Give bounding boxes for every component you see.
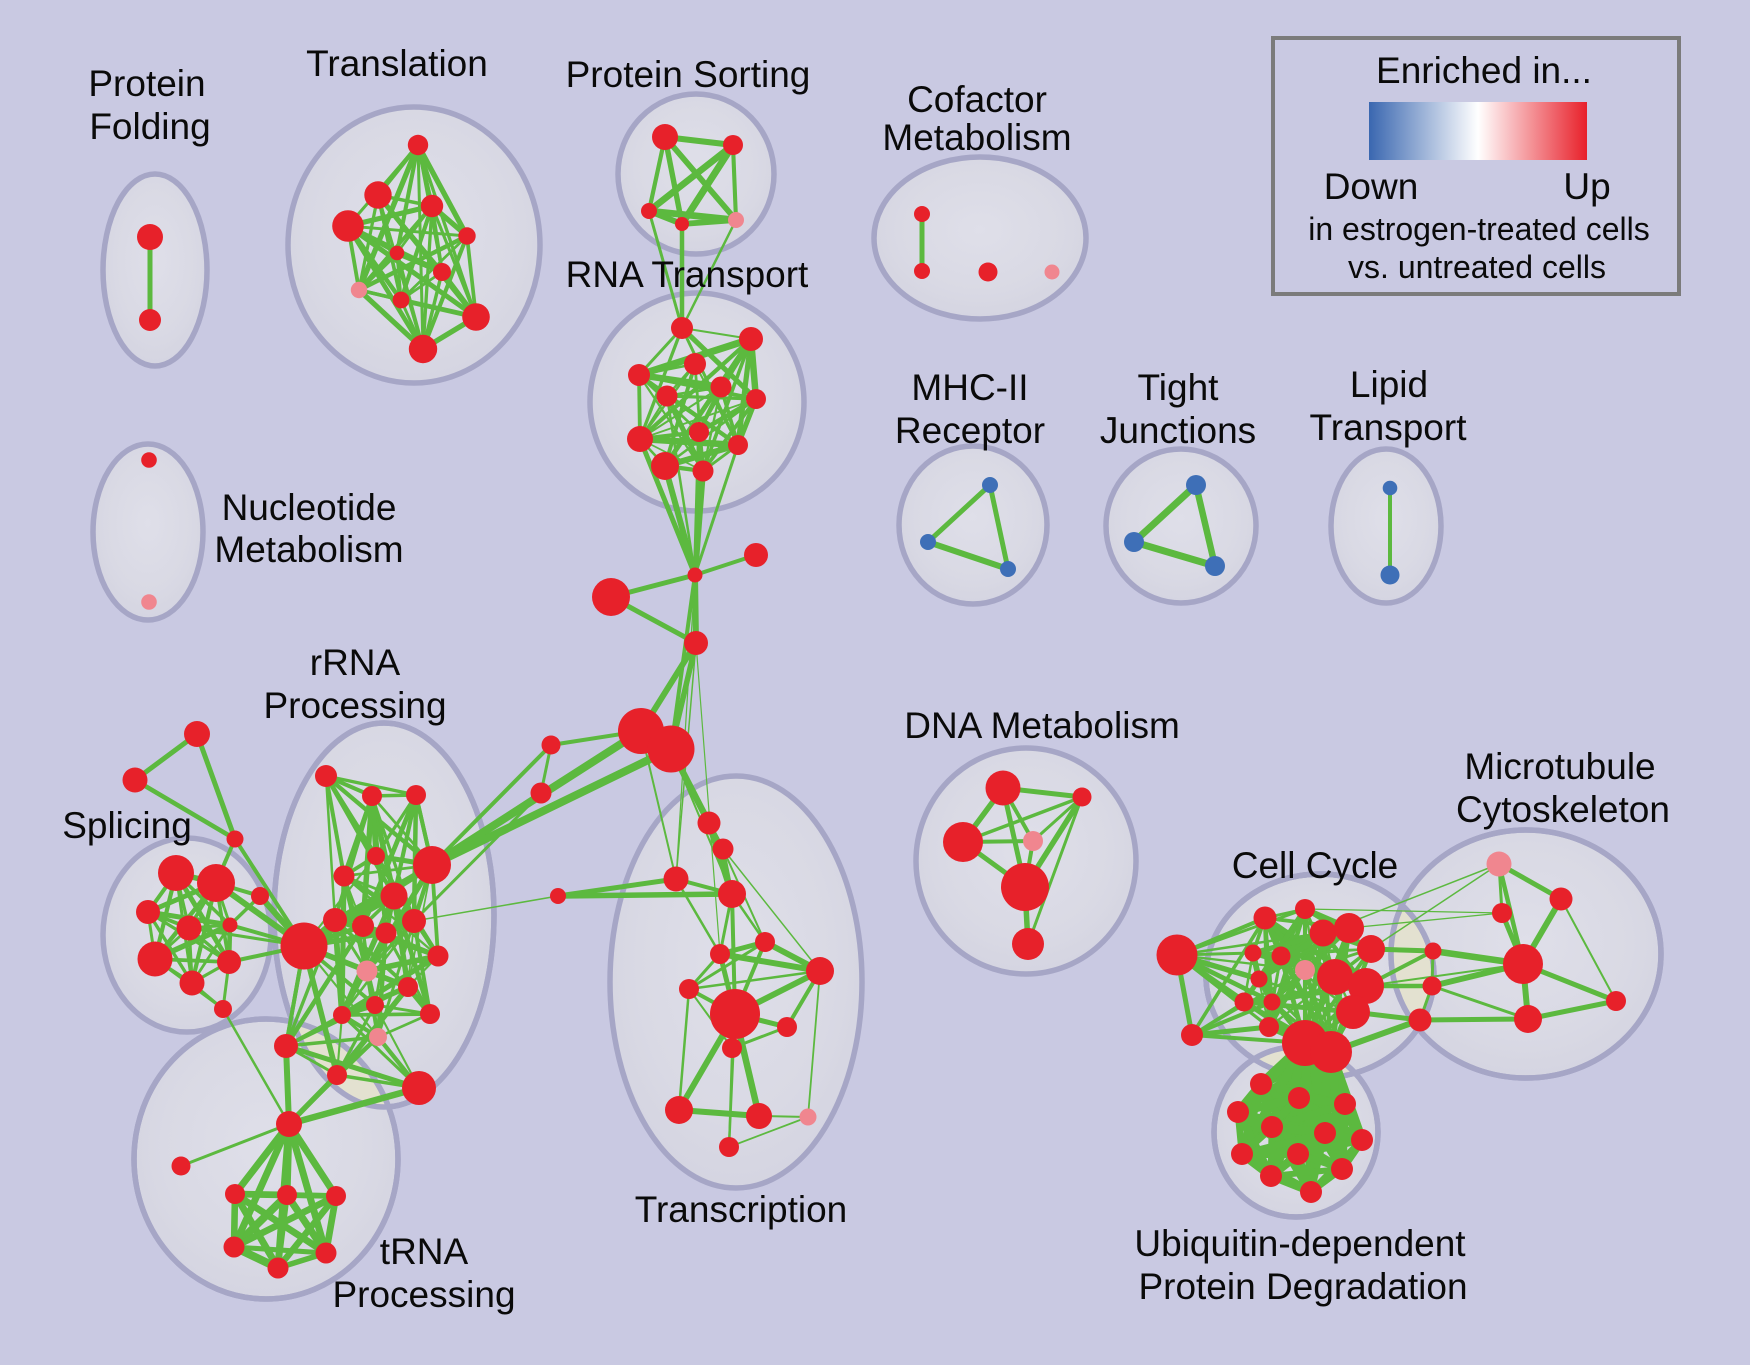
- svg-text:Tight: Tight: [1138, 367, 1220, 408]
- svg-text:tRNA: tRNA: [380, 1231, 469, 1272]
- svg-text:Protein: Protein: [88, 63, 205, 104]
- svg-text:in estrogen-treated cells: in estrogen-treated cells: [1308, 211, 1650, 247]
- svg-text:Processing: Processing: [332, 1274, 515, 1315]
- svg-text:Nucleotide: Nucleotide: [222, 487, 397, 528]
- svg-text:MHC-II: MHC-II: [911, 367, 1028, 408]
- svg-text:Metabolism: Metabolism: [214, 529, 403, 570]
- svg-text:Protein Sorting: Protein Sorting: [566, 54, 811, 95]
- svg-text:Enriched in...: Enriched in...: [1376, 50, 1592, 91]
- svg-text:Transport: Transport: [1310, 407, 1468, 448]
- svg-text:Lipid: Lipid: [1350, 364, 1428, 405]
- svg-text:Transcription: Transcription: [635, 1189, 847, 1230]
- svg-text:rRNA: rRNA: [310, 642, 401, 683]
- svg-text:Splicing: Splicing: [62, 805, 192, 846]
- svg-text:Up: Up: [1563, 166, 1610, 207]
- svg-text:Cell Cycle: Cell Cycle: [1232, 845, 1399, 886]
- svg-text:RNA Transport: RNA Transport: [566, 254, 809, 295]
- svg-text:Microtubule: Microtubule: [1464, 746, 1655, 787]
- svg-text:Cofactor: Cofactor: [907, 79, 1047, 120]
- svg-text:Translation: Translation: [306, 43, 488, 84]
- svg-text:Down: Down: [1324, 166, 1419, 207]
- svg-text:Cytoskeleton: Cytoskeleton: [1456, 789, 1670, 830]
- svg-text:Processing: Processing: [263, 685, 446, 726]
- svg-text:vs. untreated cells: vs. untreated cells: [1348, 249, 1606, 285]
- svg-text:Metabolism: Metabolism: [882, 117, 1071, 158]
- svg-text:Junctions: Junctions: [1100, 410, 1256, 451]
- svg-text:Folding: Folding: [89, 106, 210, 147]
- svg-text:Receptor: Receptor: [895, 410, 1045, 451]
- svg-text:Protein Degradation: Protein Degradation: [1138, 1266, 1467, 1307]
- svg-text:Ubiquitin-dependent: Ubiquitin-dependent: [1134, 1223, 1466, 1264]
- svg-text:DNA Metabolism: DNA Metabolism: [904, 705, 1180, 746]
